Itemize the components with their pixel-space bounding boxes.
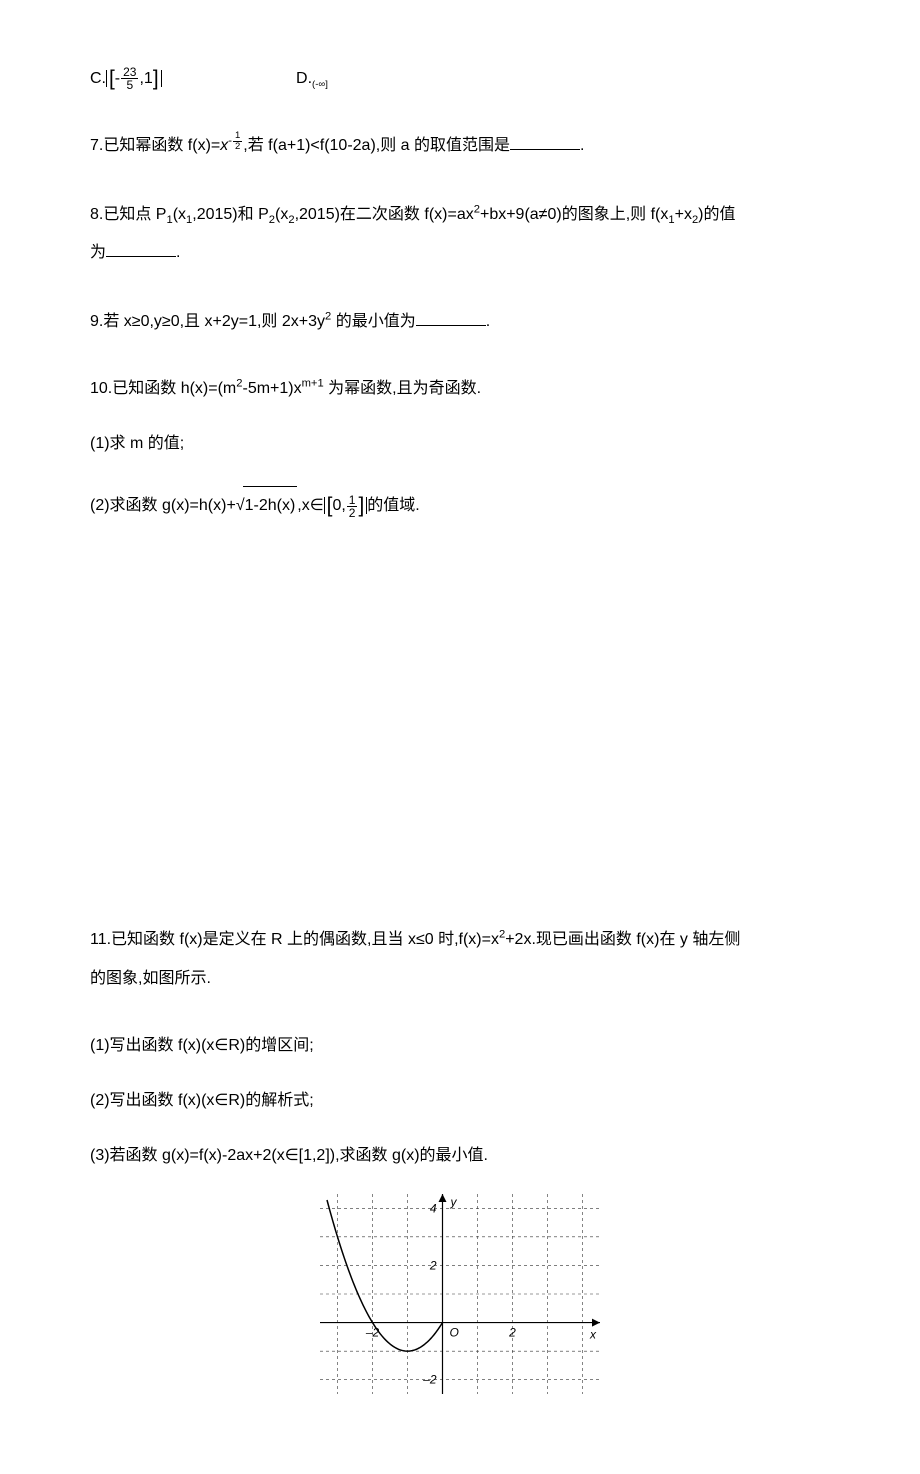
- question-11-intro: 11.已知函数 f(x)是定义在 R 上的偶函数,且当 x≤0 时,f(x)=x…: [90, 921, 830, 998]
- question-10-intro: 10.已知函数 h(x)=(m2-5m+1)xm+1 为幂函数,且为奇函数.: [90, 371, 830, 406]
- svg-text:2: 2: [429, 1258, 437, 1272]
- svg-text:x: x: [589, 1327, 597, 1341]
- blank-8: [106, 241, 176, 257]
- svg-text:O: O: [450, 1325, 459, 1339]
- question-7: 7.已知幂函数 f(x)=x-12,若 f(a+1)<f(10-2a),则 a …: [90, 127, 830, 165]
- blank-9: [416, 310, 486, 326]
- blank-7: [510, 134, 580, 150]
- option-c: C.-235,1: [90, 60, 162, 97]
- question-11-part1: (1)写出函数 f(x)(x∈R)的增区间;: [90, 1028, 830, 1063]
- svg-text:–2: –2: [422, 1372, 437, 1386]
- option-row: C.-235,1 D.(-∞]: [90, 60, 830, 97]
- option-d-label: D.: [296, 70, 312, 87]
- svg-text:4: 4: [430, 1201, 437, 1215]
- question-11-part3: (3)若函数 g(x)=f(x)-2ax+2(x∈[1,2]),求函数 g(x)…: [90, 1138, 830, 1173]
- option-d: D.(-∞]: [296, 65, 328, 94]
- svg-text:2: 2: [508, 1325, 516, 1339]
- graph-figure: –2 2 –2 2 4 Ox y: [320, 1194, 600, 1394]
- option-c-label: C.: [90, 70, 106, 87]
- question-11-part2: (2)写出函数 f(x)(x∈R)的解析式;: [90, 1083, 830, 1118]
- spacer: [90, 561, 830, 921]
- question-10-part2: (2)求函数 g(x)=h(x)+1-2h(x),x∈0,12的值域.: [90, 481, 830, 531]
- question-8: 8.已知点 P1(x1,2015)和 P2(x2,2015)在二次函数 f(x)…: [90, 196, 830, 273]
- svg-text:y: y: [450, 1195, 458, 1209]
- svg-text:–2: –2: [365, 1325, 380, 1339]
- question-10-part1: (1)求 m 的值;: [90, 426, 830, 461]
- question-9: 9.若 x≥0,y≥0,且 x+2y=1,则 2x+3y2 的最小值为.: [90, 303, 830, 341]
